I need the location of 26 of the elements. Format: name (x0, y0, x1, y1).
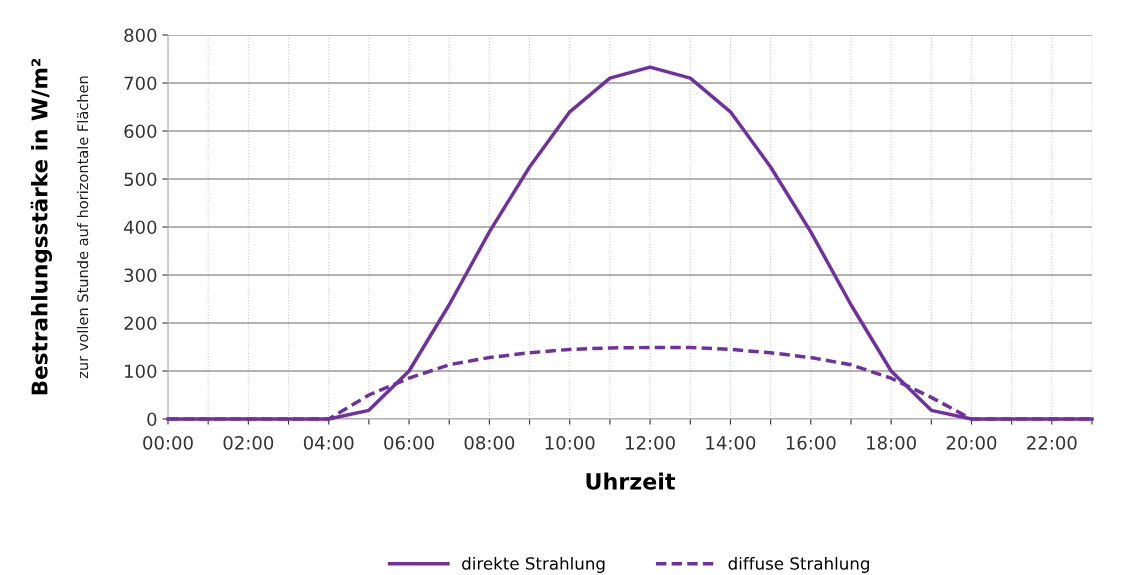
y-tick-label: 800 (124, 28, 157, 43)
legend-label: diffuse Strahlung (728, 556, 869, 574)
x-tick-label: 02:00 (223, 435, 274, 450)
x-tick-label: 12:00 (626, 435, 675, 450)
x-tick-label: 20:00 (946, 435, 997, 450)
y-tick-label: 200 (124, 316, 157, 331)
x-tick-label: 16:00 (786, 435, 836, 450)
y-axis-title: Bestrahlungsstärke in W/m² (30, 58, 52, 395)
x-axis-title: Uhrzeit (586, 472, 676, 490)
x-tick-label: 18:00 (867, 435, 916, 450)
y-tick-label: 100 (125, 364, 157, 379)
y-tick-label: 500 (124, 172, 157, 187)
x-tick-label: 10:00 (545, 435, 595, 450)
y-tick-label: 600 (124, 124, 157, 139)
legend-label: direkte Strahlung (462, 556, 605, 574)
x-tick-label: 08:00 (464, 435, 515, 450)
x-tick-label: 00:00 (143, 435, 193, 450)
x-tick-label: 04:00 (303, 435, 354, 450)
x-tick-label: 14:00 (706, 435, 756, 450)
text: zur vollen Stunde auf horizontale Flächen (76, 76, 89, 379)
y-tick-label: 300 (124, 268, 157, 283)
y-tick-label: 700 (124, 76, 157, 91)
y-tick-label: 0 (147, 412, 157, 427)
x-tick-label: 22:00 (1027, 435, 1077, 450)
y-tick-label: 400 (124, 220, 157, 235)
x-tick-label: 06:00 (384, 435, 434, 450)
